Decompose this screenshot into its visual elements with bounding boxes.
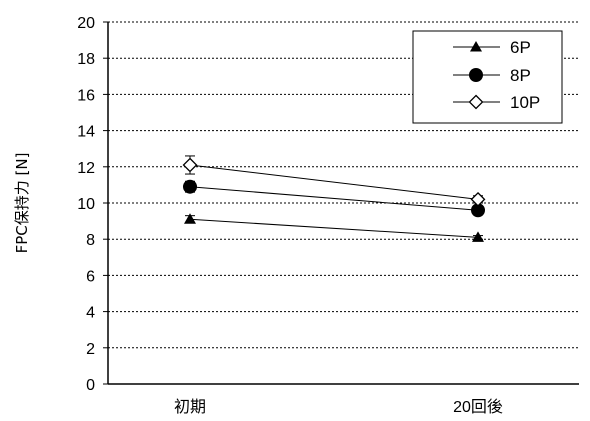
legend: 6P 8P 10P (412, 30, 563, 124)
y-tick-label: 0 (86, 377, 95, 394)
y-tick-label: 2 (86, 341, 95, 358)
data-point (183, 179, 197, 194)
y-tick-label: 20 (77, 15, 95, 32)
y-tick-label: 12 (77, 160, 95, 177)
series-line (189, 164, 479, 200)
legend-label: 6P (510, 38, 531, 57)
series-10P (182, 155, 486, 207)
y-tick-label: 14 (77, 124, 95, 141)
series-line (189, 186, 479, 211)
series-group (182, 155, 486, 242)
series-6P (184, 213, 484, 242)
series-line (189, 218, 479, 238)
data-point (182, 157, 198, 173)
y-tick-label: 4 (86, 305, 95, 322)
x-tick-labels: 初期 20回後 (174, 398, 503, 416)
x-tick-label: 初期 (174, 398, 206, 416)
x-tick-label: 20回後 (453, 398, 503, 416)
y-tick-label: 6 (86, 268, 95, 285)
y-tick-label: 10 (77, 196, 95, 213)
legend-box (412, 30, 563, 124)
y-tick-label: 18 (77, 51, 95, 68)
y-tick-label: 16 (77, 87, 95, 104)
legend-label: 8P (510, 66, 531, 85)
data-point (471, 203, 485, 218)
data-point (472, 231, 484, 242)
legend-marker (468, 94, 484, 110)
series-8P (183, 179, 485, 218)
y-axis-label: FPC保持力 [N] (13, 153, 31, 254)
legend-marker (469, 68, 483, 82)
y-tick-labels: 0 2 4 6 8 10 12 14 16 18 20 (77, 15, 108, 394)
data-point (184, 213, 196, 224)
legend-label: 10P (510, 93, 540, 112)
legend-marker (470, 41, 482, 52)
data-point (470, 191, 486, 207)
y-tick-label: 8 (86, 232, 95, 249)
